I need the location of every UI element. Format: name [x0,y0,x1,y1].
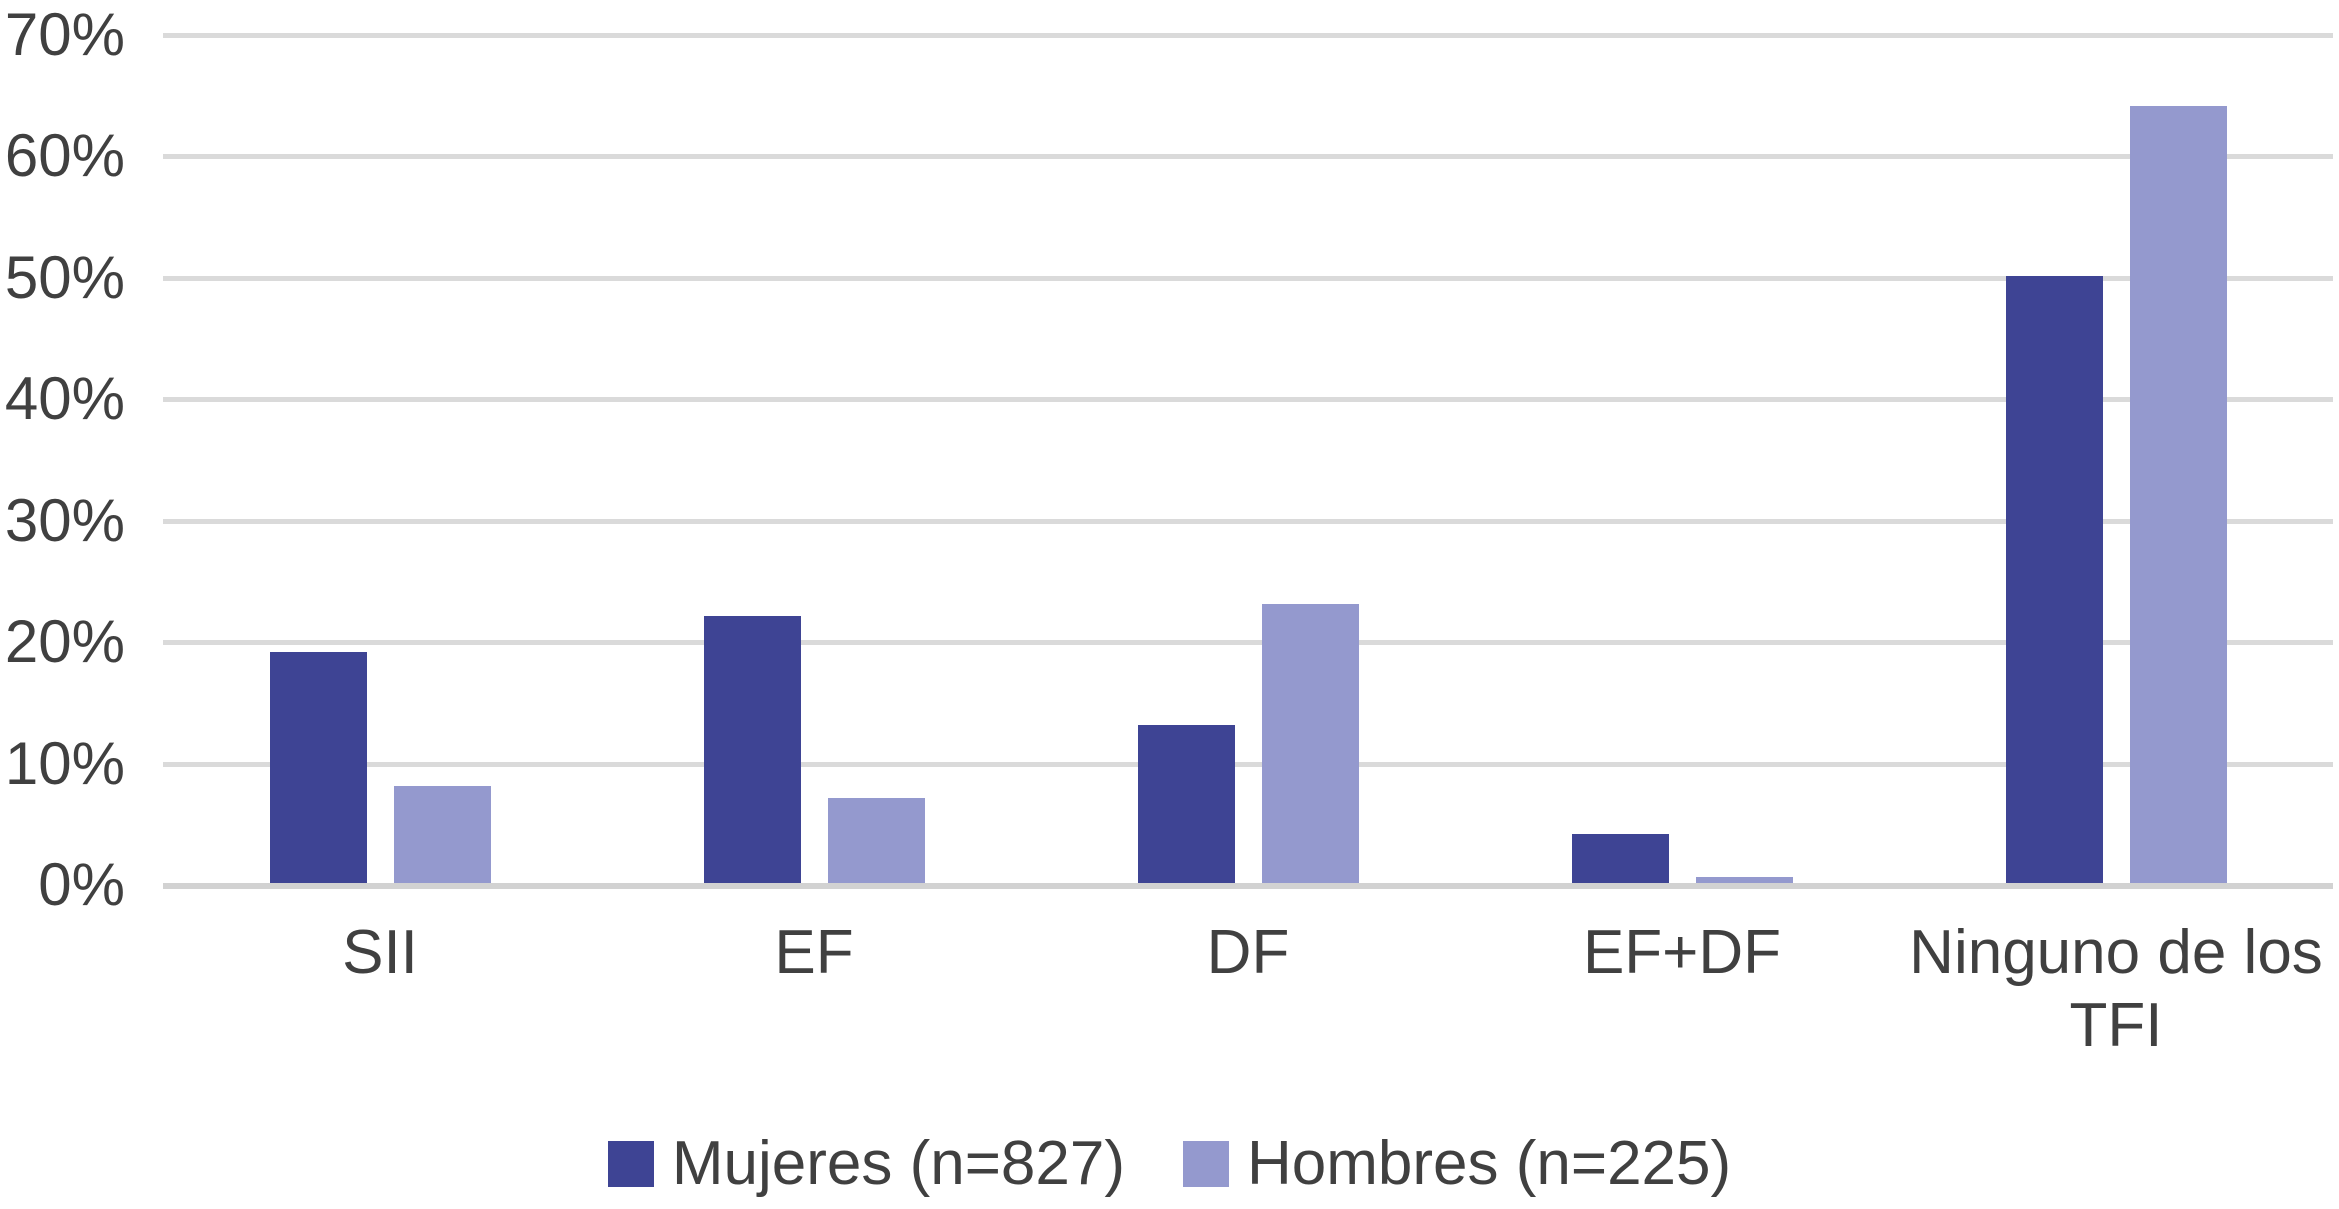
y-tick-label: 20% [4,608,125,676]
legend: Mujeres (n=827) Hombres (n=225) [0,1128,2339,1199]
x-tick-label-ef: EF [774,918,854,987]
bar-hombres-ef [827,798,925,883]
y-tick-label: 40% [4,365,125,433]
bar-mujeres-sii [269,652,367,883]
y-tick-label: 50% [4,243,125,311]
x-tick-label-ef-df: EF+DF [1582,918,1782,987]
bar-hombres-sii [393,785,491,883]
x-tick-label-df: DF [1206,918,1290,987]
y-tick-label: 10% [4,729,125,797]
gridline [163,761,2333,767]
bar-hombres-ninguno-de-los-tfi [2129,105,2227,883]
bar-group-ef [597,615,1031,883]
gridline [163,275,2333,281]
bar-group-ninguno-de-los-tfi [1899,105,2333,883]
bar-mujeres-df [1137,725,1235,883]
legend-swatch-icon [1183,1140,1229,1187]
plot-area [163,0,2333,889]
gridline [163,33,2333,38]
legend-label: Hombres (n=225) [1247,1129,1732,1198]
bar-group-sii [163,652,597,883]
y-tick-label: 0% [38,851,125,918]
gridline [163,640,2333,646]
y-tick-label: 70% [4,1,125,68]
x-tick-label-ninguno-de-los-tfi: Ninguno de los TFI [1909,918,2323,1061]
bar-mujeres-ninguno-de-los-tfi [2005,275,2103,883]
legend-swatch-icon [607,1140,654,1187]
gridline [163,154,2333,160]
x-axis-line [163,883,2333,889]
gridline [163,397,2333,403]
bar-mujeres-ef-df [1571,834,1669,883]
legend-label: Mujeres (n=827) [671,1129,1125,1198]
bar-mujeres-ef [703,615,801,883]
bar-group-ef-df [1465,834,1899,883]
y-tick-label: 60% [4,122,125,190]
x-tick-label-sii: SII [342,918,418,987]
legend-item-mujeres: Mujeres (n=827) [607,1128,1125,1199]
bar-hombres-ef-df [1695,876,1793,883]
legend-item-hombres: Hombres (n=225) [1183,1128,1731,1199]
bar-hombres-df [1261,603,1359,883]
bar-group-df [1031,603,1465,883]
gridline [163,518,2333,524]
y-tick-label: 30% [4,486,125,554]
